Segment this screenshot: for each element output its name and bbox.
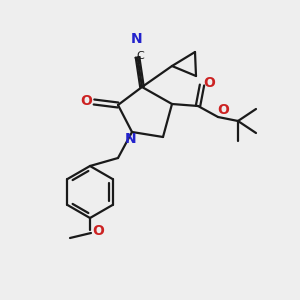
Text: C: C (137, 51, 144, 61)
Text: O: O (80, 94, 92, 108)
Text: N: N (131, 32, 142, 46)
Text: O: O (203, 76, 215, 90)
Text: O: O (217, 103, 229, 117)
Text: O: O (92, 224, 104, 238)
Text: N: N (125, 132, 137, 146)
